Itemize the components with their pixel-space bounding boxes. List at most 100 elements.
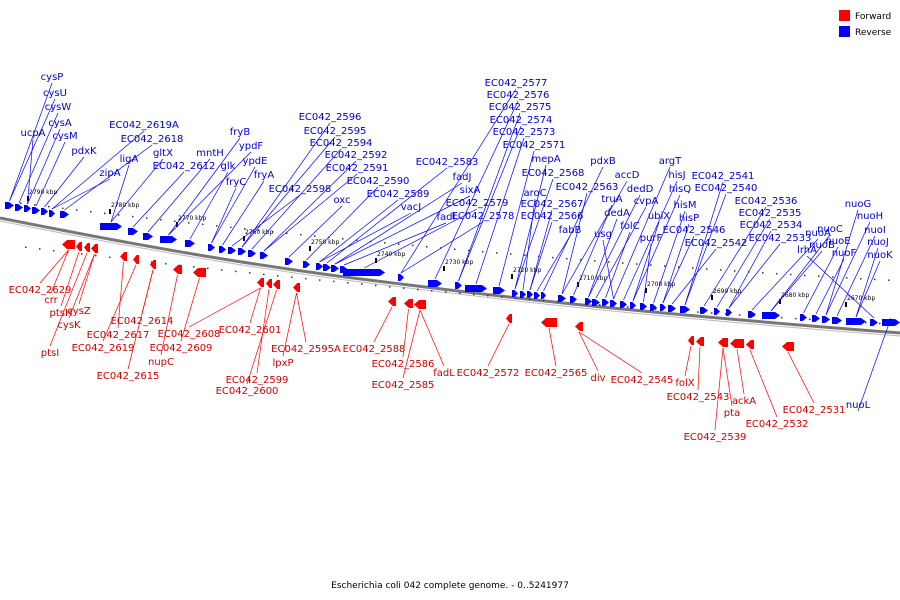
reverse-gene-label[interactable]: EC042_2592 [325,150,388,161]
reverse-gene-label[interactable]: EC042_2546 [663,225,726,236]
forward-gene-label[interactable]: EC042_2608 [158,329,221,340]
forward-gene-label[interactable]: EC042_2588 [343,344,406,355]
reverse-gene-label[interactable]: nuoI [864,225,886,236]
reverse-gene-label[interactable]: lrhA [797,245,817,256]
forward-gene-label[interactable]: EC042_2600 [216,386,279,397]
forward-gene-label[interactable]: EC042_2545 [611,375,674,386]
reverse-gene-label[interactable]: EC042_2533 [749,233,812,244]
reverse-gene-label[interactable]: fryC [226,177,247,188]
forward-gene-arrow[interactable] [293,283,300,292]
reverse-gene-arrow[interactable] [493,287,505,294]
reverse-gene-label[interactable]: pdxB [590,156,616,167]
reverse-gene-arrow[interactable] [512,290,518,297]
reverse-gene-label[interactable]: oxc [333,195,350,206]
forward-gene-arrow[interactable] [273,280,280,289]
reverse-gene-arrow[interactable] [60,211,69,218]
reverse-gene-label[interactable]: nuoH [857,211,883,222]
reverse-gene-label[interactable]: dedD [627,184,654,195]
reverse-gene-arrow[interactable] [726,309,732,316]
forward-gene-label[interactable]: EC042_2601 [219,325,282,336]
reverse-gene-arrow[interactable] [527,291,533,298]
forward-gene-arrow[interactable] [76,242,82,251]
forward-gene-label[interactable]: EC042_2599 [226,375,289,386]
forward-gene-label[interactable]: fadL [433,368,455,379]
reverse-gene-label[interactable]: EC042_2534 [740,220,803,231]
forward-gene-label[interactable]: lpxP [272,358,293,369]
reverse-gene-arrow[interactable] [558,295,566,302]
forward-gene-arrow[interactable] [266,279,272,288]
reverse-gene-label[interactable]: nuoK [867,250,893,261]
reverse-gene-arrow[interactable] [520,291,526,298]
reverse-gene-label[interactable]: EC042_2571 [503,140,566,151]
reverse-gene-arrow[interactable] [316,263,323,270]
reverse-gene-label[interactable]: EC042_2591 [326,163,389,174]
reverse-gene-arrow[interactable] [668,305,676,312]
reverse-gene-label[interactable]: ucpA [20,128,45,139]
forward-gene-arrow[interactable] [133,255,139,264]
forward-gene-label[interactable]: nupC [148,357,174,368]
reverse-gene-arrow[interactable] [700,307,708,314]
reverse-gene-label[interactable]: fryA [254,170,275,181]
reverse-gene-arrow[interactable] [260,252,268,259]
reverse-gene-label[interactable]: nuoA [805,228,831,239]
reverse-gene-label[interactable]: EC042_2594 [310,138,373,149]
reverse-gene-label[interactable]: fadI [437,212,456,223]
reverse-gene-label[interactable]: EC042_2589 [367,189,430,200]
reverse-gene-label[interactable]: fabB [559,225,582,236]
reverse-gene-arrow[interactable] [748,311,756,318]
reverse-gene-label[interactable]: nuoG [845,199,872,210]
reverse-gene-label[interactable]: ubiX [648,211,670,222]
reverse-gene-label[interactable]: ligA [120,154,139,165]
reverse-gene-label[interactable]: fadJ [453,172,472,183]
forward-gene-label[interactable]: EC042_2629 [9,285,72,296]
reverse-gene-arrow[interactable] [32,207,40,214]
forward-gene-arrow[interactable] [541,318,557,327]
reverse-gene-label[interactable]: nuoL [846,400,871,411]
reverse-gene-arrow[interactable] [41,208,48,215]
reverse-gene-arrow[interactable] [15,204,23,211]
reverse-gene-arrow[interactable] [343,269,385,276]
reverse-gene-label[interactable]: pdxK [71,146,97,157]
reverse-gene-arrow[interactable] [620,301,627,308]
forward-gene-arrow[interactable] [388,297,396,306]
reverse-gene-arrow[interactable] [228,247,236,254]
reverse-gene-arrow[interactable] [610,300,617,307]
reverse-gene-label[interactable]: mntH [196,148,224,159]
forward-gene-label[interactable]: EC042_2531 [783,405,846,416]
forward-gene-label[interactable]: EC042_2615 [97,371,160,382]
forward-gene-label[interactable]: EC042_2609 [150,343,213,354]
reverse-gene-arrow[interactable] [428,280,442,287]
reverse-gene-label[interactable]: EC042_2577 [485,78,548,89]
reverse-gene-arrow[interactable] [143,233,153,240]
reverse-gene-arrow[interactable] [160,236,177,243]
forward-gene-arrow[interactable] [730,339,744,348]
reverse-gene-arrow[interactable] [762,312,780,319]
reverse-gene-label[interactable]: hisM [674,200,697,211]
reverse-gene-arrow[interactable] [49,210,55,217]
reverse-gene-arrow[interactable] [238,248,246,255]
forward-gene-arrow[interactable] [120,252,127,261]
reverse-gene-label[interactable]: EC042_2579 [446,198,509,209]
forward-gene-arrow[interactable] [257,278,264,287]
reverse-gene-arrow[interactable] [128,228,138,235]
reverse-gene-label[interactable]: EC042_2612 [153,161,216,172]
reverse-gene-label[interactable]: EC042_2563 [556,182,619,193]
reverse-gene-label[interactable]: EC042_2578 [452,211,515,222]
forward-gene-label[interactable]: EC042_2565 [525,368,588,379]
reverse-gene-arrow[interactable] [822,316,830,323]
reverse-gene-arrow[interactable] [832,317,842,324]
reverse-gene-label[interactable]: EC042_2566 [521,211,584,222]
reverse-gene-label[interactable]: nuoJ [867,237,889,248]
forward-gene-arrow[interactable] [414,300,426,309]
reverse-gene-arrow[interactable] [870,319,878,326]
reverse-gene-label[interactable]: glk [221,161,236,172]
reverse-gene-arrow[interactable] [285,258,293,265]
forward-gene-arrow[interactable] [696,337,704,346]
reverse-gene-arrow[interactable] [534,292,540,299]
reverse-gene-label[interactable]: nuoF [832,248,857,259]
reverse-gene-label[interactable]: mepA [531,154,560,165]
reverse-gene-label[interactable]: aroC [523,188,546,199]
reverse-gene-arrow[interactable] [455,282,462,289]
reverse-gene-arrow[interactable] [650,304,657,311]
reverse-gene-arrow[interactable] [714,308,720,315]
